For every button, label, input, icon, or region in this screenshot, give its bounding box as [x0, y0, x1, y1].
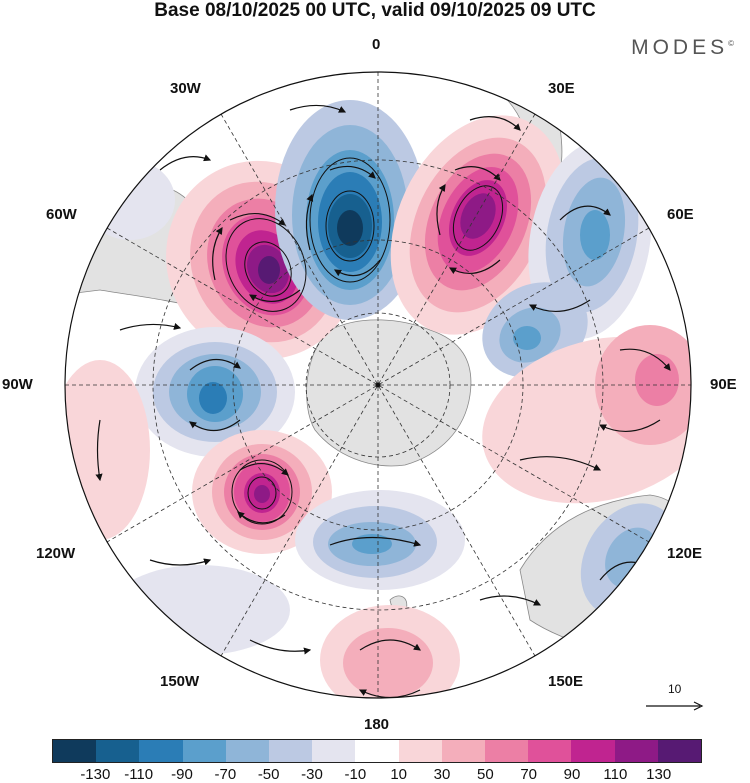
lon-label-150e: 150E [548, 673, 584, 690]
colorbar-tick-label: -130 [80, 766, 111, 783]
colorbar-swatch [441, 740, 486, 762]
wind-arrow [359, 639, 421, 651]
brand-text: MODES [631, 36, 729, 59]
colorbar-swatch [96, 740, 140, 762]
wind-arrow [149, 558, 212, 566]
wind-arrow [212, 226, 223, 281]
brand-logo: MODES© [631, 36, 734, 60]
meridian-30w-150e [220, 113, 536, 657]
colorbar-tick-label: 50 [476, 766, 494, 783]
wind-arrow [239, 463, 289, 476]
colorbar-swatch [139, 740, 183, 762]
wind-arrow [479, 595, 542, 606]
map-border [64, 71, 692, 699]
wind-arrow [249, 639, 312, 655]
wind-arrow [229, 213, 286, 226]
wind-arrow [189, 419, 241, 432]
anomaly-pos-120w-high [192, 430, 332, 554]
reference-vector-value: 10 [668, 682, 682, 696]
lon-label-180: 180 [364, 716, 390, 733]
wind-arrow [329, 536, 422, 547]
colorbar-tick-label: 30 [433, 766, 451, 783]
wind-arrow [448, 259, 501, 275]
anomaly-neg-180-low [295, 490, 465, 590]
wind-arrow [619, 348, 671, 371]
wind-arrow [329, 165, 376, 179]
colorbar-swatch [571, 740, 615, 762]
lon-label-90e: 90E [710, 376, 737, 393]
reference-arrow-icon [646, 701, 704, 711]
south-pole-marker [375, 382, 381, 388]
wind-arrow [237, 511, 286, 524]
colorbar-swatch [182, 740, 226, 762]
lon-label-150w: 150W [160, 673, 200, 690]
wind-arrow [95, 419, 103, 482]
anomaly-pos-60w-high [166, 160, 358, 360]
colorbar-tick-label: -30 [301, 766, 323, 783]
meridian-60e-120w [106, 227, 650, 543]
wind-arrow [519, 456, 602, 471]
colorbar-tick-label: 70 [520, 766, 537, 783]
colorbar-tick-label: -110 [124, 766, 154, 783]
lon-label-90w: 90W [2, 376, 33, 393]
antarctica-land [306, 319, 472, 467]
colorbar-swatch [269, 740, 313, 762]
wind-arrow [454, 166, 501, 181]
lon-label-120w: 120W [36, 545, 76, 562]
wind-arrow [189, 358, 241, 371]
meridian-30e-150w [220, 113, 536, 657]
colorbar [52, 739, 702, 763]
reference-vector: 10 [644, 682, 704, 712]
contour-lines [225, 157, 504, 525]
wind-vectors [95, 104, 671, 698]
meridian-60w-120e [106, 227, 650, 543]
wind-arrow [289, 104, 347, 113]
colorbar-swatch [312, 740, 356, 762]
anomaly-neg-90w-low [135, 327, 295, 457]
wind-arrow [159, 154, 212, 171]
lon-label-30w: 30W [170, 80, 201, 97]
anomaly-neg-0-low [275, 100, 425, 320]
wind-arrow [305, 193, 314, 251]
colorbar-tick-label: 10 [390, 766, 407, 783]
lon-label-30e: 30E [548, 80, 575, 97]
colorbar-swatch [398, 740, 442, 762]
colorbar-tick-label: 110 [603, 766, 628, 783]
wind-arrow [469, 116, 521, 131]
lon-label-0: 0 [372, 36, 381, 53]
colorbar-tick-label: 130 [646, 766, 672, 783]
colorbar-tick-label: 90 [563, 766, 581, 783]
lon-label-120e: 120E [667, 545, 703, 562]
colorbar-tick-label: -90 [171, 766, 193, 783]
lon-label-60w: 60W [46, 206, 77, 223]
colorbar-tick-label: -10 [344, 766, 367, 783]
brand-mark: © [728, 39, 734, 48]
colorbar-swatch [614, 740, 658, 762]
wind-arrow [248, 289, 301, 302]
colorbar-swatch [225, 740, 270, 762]
wind-arrow [333, 259, 381, 277]
map-title: Base 08/10/2025 00 UTC, valid 09/10/2025… [154, 0, 596, 21]
colorbar-tick-label: -50 [257, 766, 280, 783]
wind-arrow [528, 299, 591, 313]
wind-arrow [598, 419, 661, 433]
anomaly-fields [65, 100, 691, 698]
wind-arrow [436, 183, 446, 236]
colorbar-swatch [485, 740, 529, 762]
colorbar-swatch [53, 740, 97, 762]
anomaly-neg-60e-low [482, 140, 652, 378]
polar-map [64, 71, 692, 699]
colorbar-swatch [355, 740, 399, 762]
colorbar-swatch [657, 740, 702, 762]
lon-label-60e: 60E [667, 206, 694, 223]
colorbar-swatch [528, 740, 572, 762]
wind-arrow [559, 205, 611, 221]
colorbar-tick-label: -70 [214, 766, 237, 783]
wind-arrow [119, 322, 182, 331]
graticule [65, 72, 691, 698]
